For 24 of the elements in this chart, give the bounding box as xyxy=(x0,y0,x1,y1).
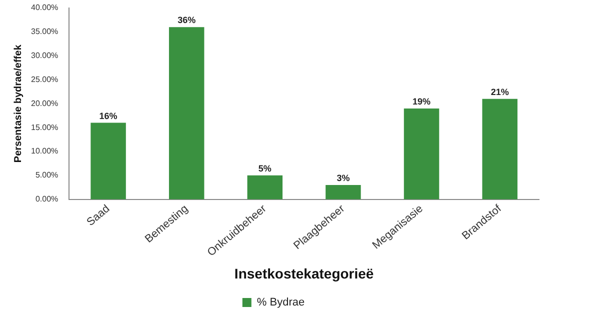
y-tick-label: 0.00% xyxy=(35,194,58,204)
bar xyxy=(247,175,283,200)
data-label: 5% xyxy=(258,163,272,174)
bar xyxy=(90,122,126,200)
y-tick-label: 10.00% xyxy=(30,146,58,156)
legend-label: % Bydrae xyxy=(256,296,305,309)
bar xyxy=(482,98,518,200)
bar xyxy=(168,27,204,200)
y-tick-label: 5.00% xyxy=(35,170,58,180)
data-label: 19% xyxy=(412,96,431,106)
bar xyxy=(404,108,440,200)
y-axis-title: Persentasie bydrae/effek xyxy=(12,44,24,163)
x-axis-title: Insetkostekategorieë xyxy=(234,265,374,282)
y-tick-label: 15.00% xyxy=(30,122,58,132)
data-label: 36% xyxy=(178,15,196,26)
y-tick-label: 25.00% xyxy=(30,74,58,84)
bar xyxy=(326,184,361,200)
y-tick-label: 40.00% xyxy=(30,3,58,12)
y-tick-label: 35.00% xyxy=(30,27,58,36)
y-tick-label: 30.00% xyxy=(30,51,58,60)
y-tick-label: 20.00% xyxy=(30,98,58,108)
data-label: 16% xyxy=(99,110,118,121)
data-label: 21% xyxy=(490,86,509,97)
data-label: 3% xyxy=(336,172,350,183)
